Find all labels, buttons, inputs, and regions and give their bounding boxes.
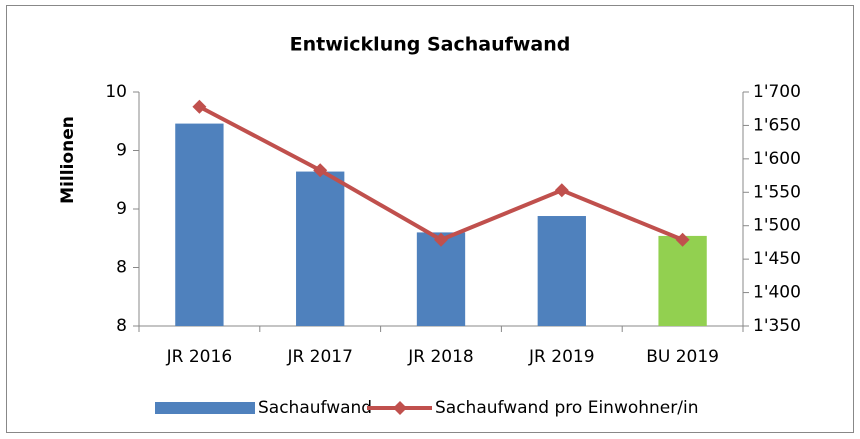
y-tick-label: 8 [116,316,127,336]
y-tick-label: 8 [116,258,127,278]
legend-swatch [393,401,407,415]
y2-tick-label: 1'400 [753,283,801,303]
bar [296,171,345,326]
bar [658,235,707,326]
line-marker [192,99,207,114]
legend-swatch [155,402,255,414]
y2-tick-label: 1'600 [753,149,801,169]
y2-tick-label: 1'350 [753,316,801,336]
line-marker [313,163,328,178]
y2-tick-label: 1'450 [753,249,801,269]
y-axis-title: Millionen [58,116,78,204]
y2-tick-label: 1'500 [753,216,801,236]
y-tick-label: 9 [116,199,127,219]
line-marker [675,232,690,247]
chart-title: Entwicklung Sachaufwand [290,34,571,56]
y2-tick-label: 1'650 [753,115,801,135]
legend-label: Sachaufwand pro Einwohner/in [435,398,698,418]
y-tick-label: 9 [116,141,127,161]
line-marker [434,232,448,247]
x-tick-label: BU 2019 [646,347,719,367]
x-tick-label: JR 2017 [286,347,353,367]
x-tick-label: JR 2018 [407,347,474,367]
x-tick-label: JR 2019 [528,347,595,367]
bar [175,123,224,326]
bar [537,216,586,326]
x-tick-label: JR 2016 [166,347,233,367]
line-marker [554,183,569,198]
legend-label: Sachaufwand [258,398,372,418]
y2-tick-label: 1'700 [753,82,801,102]
y2-tick-label: 1'550 [753,182,801,202]
chart-border [6,5,854,433]
y-tick-label: 10 [105,82,127,102]
bar [416,232,466,326]
